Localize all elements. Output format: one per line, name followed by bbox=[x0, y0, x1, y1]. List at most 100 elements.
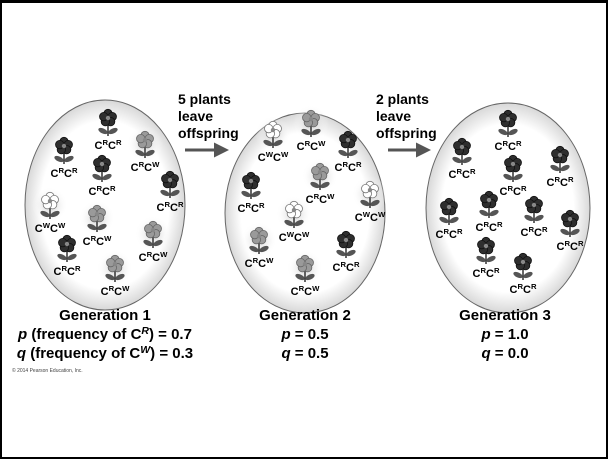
flower-center bbox=[271, 128, 275, 132]
text-segment: p bbox=[280, 326, 290, 343]
superscript: R bbox=[578, 239, 584, 248]
superscript: W bbox=[302, 230, 310, 239]
text-segment: C bbox=[50, 168, 58, 180]
flower-center bbox=[151, 228, 155, 232]
text-segment: C bbox=[346, 262, 354, 274]
text-segment: Generation 3 bbox=[459, 307, 551, 324]
flower-center bbox=[532, 203, 536, 207]
text-segment: C bbox=[494, 141, 502, 153]
text-segment: C bbox=[472, 268, 480, 280]
flower-center bbox=[344, 238, 348, 242]
flower-center bbox=[511, 162, 515, 166]
frequency-line: p = 0.5 bbox=[280, 326, 328, 343]
copyright: © 2014 Pearson Education, Inc. bbox=[12, 367, 83, 374]
arrow-label: leave bbox=[376, 108, 411, 124]
text-segment: C bbox=[304, 286, 312, 298]
superscript: R bbox=[178, 200, 184, 209]
flower-center bbox=[95, 212, 99, 216]
figure: © 2014 Pearson Education, Inc. 5 plantsl… bbox=[0, 0, 608, 459]
superscript: W bbox=[378, 210, 386, 219]
text-segment: C bbox=[139, 252, 147, 264]
frequency-line: p = 1.0 bbox=[480, 326, 528, 343]
generation-title: Generation 1 bbox=[59, 307, 151, 324]
arrow-label: 2 plants bbox=[376, 91, 429, 107]
flower-center bbox=[484, 244, 488, 248]
text-segment: C bbox=[475, 222, 483, 234]
superscript: W bbox=[318, 139, 326, 148]
text-segment: C bbox=[348, 162, 356, 174]
superscript: R bbox=[542, 225, 548, 234]
flower-center bbox=[318, 170, 322, 174]
superscript: R bbox=[72, 166, 78, 175]
text-segment: C bbox=[370, 212, 378, 224]
text-segment: C bbox=[83, 236, 91, 248]
text-segment: ) = 0.7 bbox=[149, 326, 192, 343]
flower-center bbox=[521, 260, 525, 264]
text-segment: C bbox=[291, 286, 299, 298]
flower bbox=[287, 250, 323, 286]
frequency-line: q (frequency of CW) = 0.3 bbox=[17, 344, 193, 362]
superscript: R bbox=[457, 227, 463, 236]
text-segment: C bbox=[520, 227, 528, 239]
superscript: W bbox=[281, 150, 289, 159]
superscript: W bbox=[266, 256, 274, 265]
text-segment: C bbox=[513, 186, 521, 198]
flower-center bbox=[143, 138, 147, 142]
text-segment: C bbox=[534, 227, 542, 239]
flower-center bbox=[368, 188, 372, 192]
flower-center bbox=[506, 117, 510, 121]
text-segment: C bbox=[108, 140, 116, 152]
text-segment: = 0.5 bbox=[291, 326, 329, 343]
text-segment: = 0.5 bbox=[291, 345, 329, 362]
superscript: R bbox=[110, 184, 116, 193]
superscript: W bbox=[122, 284, 130, 293]
text-segment: C bbox=[144, 162, 152, 174]
text-segment: C bbox=[251, 203, 259, 215]
superscript: R bbox=[494, 266, 500, 275]
text-segment: C bbox=[237, 203, 245, 215]
text-segment: = 0.0 bbox=[491, 345, 529, 362]
text-segment: C bbox=[509, 284, 517, 296]
flower-center bbox=[303, 262, 307, 266]
flower bbox=[135, 216, 171, 252]
superscript: W bbox=[312, 284, 320, 293]
flower bbox=[79, 200, 115, 236]
superscript: R bbox=[259, 201, 265, 210]
text-segment: C bbox=[448, 169, 456, 181]
flower-center bbox=[568, 217, 572, 221]
text-segment: C bbox=[273, 152, 281, 164]
text-segment: C bbox=[294, 232, 302, 244]
arrow-label: leave bbox=[178, 108, 213, 124]
text-segment: C bbox=[355, 212, 363, 224]
flower-center bbox=[113, 262, 117, 266]
text-segment: C bbox=[332, 262, 340, 274]
flower-center bbox=[460, 145, 464, 149]
flower bbox=[293, 105, 329, 141]
flower-center bbox=[249, 179, 253, 183]
superscript: R bbox=[75, 264, 81, 273]
flower bbox=[255, 116, 291, 152]
flower bbox=[276, 196, 312, 232]
text-segment: p bbox=[17, 326, 27, 343]
text-segment: C bbox=[129, 345, 140, 362]
superscript: R bbox=[568, 175, 574, 184]
superscript: R bbox=[516, 139, 522, 148]
text-segment: C bbox=[64, 168, 72, 180]
flower-center bbox=[65, 242, 69, 246]
text-segment: (frequency of bbox=[26, 345, 129, 362]
text-segment: C bbox=[489, 222, 497, 234]
frequency-line: q = 0.5 bbox=[281, 345, 328, 362]
text-segment: C bbox=[101, 286, 109, 298]
flower bbox=[352, 176, 388, 212]
text-segment: C bbox=[88, 186, 96, 198]
frequency-line: p (frequency of CR) = 0.7 bbox=[17, 325, 192, 343]
text-segment: C bbox=[435, 229, 443, 241]
superscript: W bbox=[104, 234, 112, 243]
flower bbox=[241, 222, 277, 258]
text-segment: C bbox=[499, 186, 507, 198]
text-segment: C bbox=[556, 241, 564, 253]
text-segment: C bbox=[170, 202, 178, 214]
text-segment: C bbox=[486, 268, 494, 280]
text-segment: = 1.0 bbox=[491, 326, 529, 343]
text-segment: C bbox=[67, 266, 75, 278]
